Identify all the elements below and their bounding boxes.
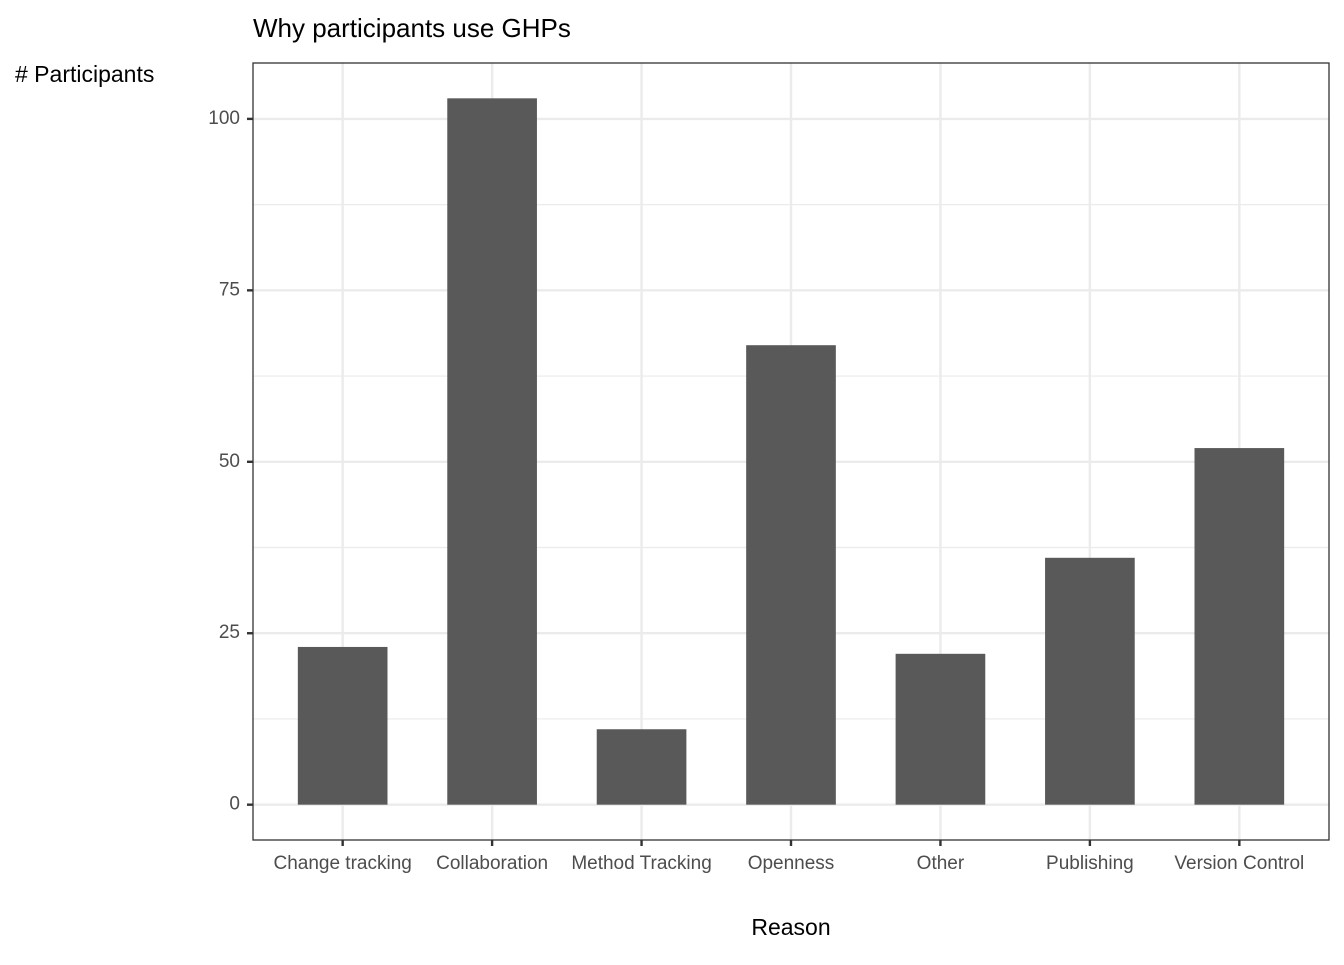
chart-title: Why participants use GHPs (253, 13, 571, 43)
x-tick-label: Change tracking (273, 853, 411, 874)
bar (297, 646, 388, 805)
bar (596, 729, 687, 805)
bar (1045, 557, 1135, 805)
bar (746, 345, 836, 805)
bars (297, 98, 1285, 805)
y-tick-label: 100 (208, 108, 240, 129)
x-tick-label: Openness (748, 853, 835, 874)
x-tick-label: Version Control (1174, 853, 1304, 874)
y-tick-label: 25 (219, 622, 240, 643)
y-axis-label: # Participants (15, 61, 154, 87)
x-tick-label: Method Tracking (571, 853, 711, 874)
x-tick-label: Collaboration (436, 853, 548, 874)
y-tick-label: 75 (219, 279, 240, 300)
bar (1194, 448, 1285, 805)
x-tick-label: Other (917, 853, 965, 874)
y-tick-label: 0 (229, 794, 240, 815)
x-axis-label: Reason (751, 914, 830, 940)
bar (447, 98, 537, 805)
y-tick-label: 50 (219, 451, 240, 472)
x-tick-label: Publishing (1046, 853, 1134, 874)
bar (895, 653, 986, 805)
